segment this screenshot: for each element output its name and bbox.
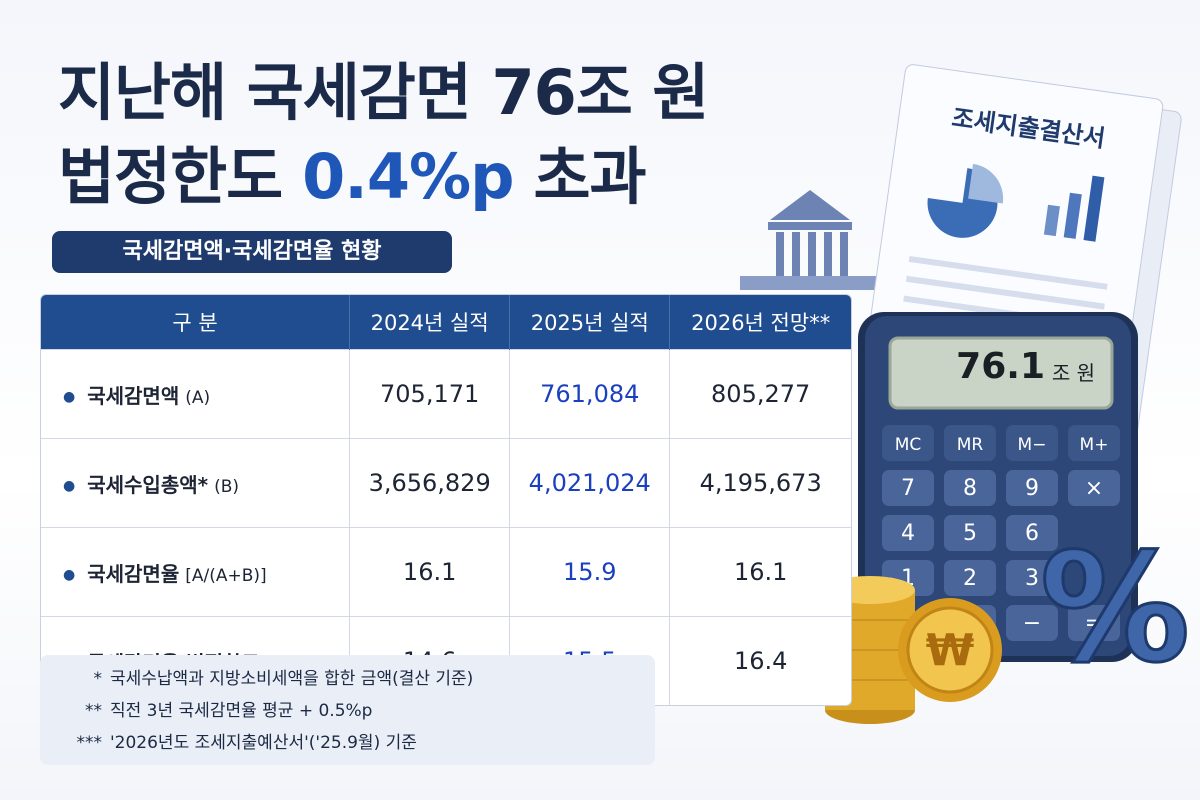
subtitle: 국세감면액·국세감면율 현황 (52, 231, 452, 273)
key (882, 470, 934, 506)
footnote-text: '2026년도 조세지출예산서'('25.9월) 기준 (110, 733, 417, 753)
footnote: * 국세수납액과 지방소비세액을 합한 금액(결산 기준) (40, 663, 655, 695)
cell-value: 4,021,024 (509, 438, 671, 528)
footnote: ** 직전 3년 국세감면율 평균 + 0.5%p (40, 695, 655, 727)
row-label: 국세감면액 (87, 383, 180, 408)
cell-value: 16.1 (349, 527, 511, 617)
column-header: 2024년 실적 (349, 295, 511, 350)
footnote-text: 국세수납액과 지방소비세액을 합한 금액(결산 기준) (110, 669, 474, 689)
key (1068, 605, 1120, 641)
table-row: ● 국세감면율 [A/(A+B)] 16.1 15.9 16.1 (41, 527, 851, 617)
key (1006, 560, 1058, 596)
bullet: ● (63, 478, 76, 494)
key (1006, 605, 1058, 641)
key (1006, 515, 1058, 551)
bullet: ● (63, 389, 76, 405)
table-row: ● 국세수입총액* (B) 3,656,829 4,021,024 4,195,673 (41, 438, 851, 528)
key-label: 4 (901, 521, 915, 546)
display-value: 76.1 (956, 346, 1045, 387)
cell-value: 3,656,829 (349, 438, 511, 528)
row-note: (A) (185, 387, 211, 408)
title-part: 초과 (533, 140, 647, 213)
cell-value: 15.9 (509, 527, 671, 617)
cell-value: 761,084 (509, 349, 671, 439)
key (944, 560, 996, 596)
cell-value: 16.4 (669, 616, 851, 705)
table-row: ● 국세감면액 (A) 705,171 761,084 805,277 (41, 349, 851, 439)
table: 구 분 2024년 실적 2025년 실적 2026년 전망** ● 국세감면액 (A) 7… (40, 294, 852, 706)
footnote-marker: * (93, 669, 103, 689)
key (1006, 425, 1058, 461)
display-unit: 조 원 (1052, 361, 1095, 385)
title-part: 법정한도 (58, 140, 283, 213)
coin-symbol: ₩ (926, 625, 975, 676)
cell-value: 4,195,673 (669, 438, 851, 528)
cell-value: 805,277 (669, 349, 851, 439)
row-note: [A/(A+B)] (185, 565, 267, 586)
key-label: = (1085, 611, 1103, 636)
key (1068, 425, 1120, 461)
table-grid: 구 분 2024년 실적 2025년 실적 2026년 전망** ● 국세감면액 (A) 7… (41, 295, 851, 705)
key-label: 2 (963, 566, 977, 591)
title-highlight: 0.4%p (302, 140, 514, 213)
row-label: 국세수입총액* (87, 472, 209, 497)
column-header: 2025년 실적 (509, 295, 671, 350)
key-label: 8 (963, 476, 977, 501)
key (944, 470, 996, 506)
footnote-marker: *** (76, 733, 103, 753)
table-body: ● 국세감면액 (A) 705,171 761,084 805,277 ● 국세수입총액* (B… (41, 349, 851, 705)
row-note: (B) (214, 476, 240, 497)
title-line: 법정한도 0.4%p 초과 (58, 126, 666, 216)
footnotes: * 국세수납액과 지방소비세액을 합한 금액(결산 기준) ** 직전 3년 국세감면… (40, 655, 655, 765)
footnote-text: 직전 3년 국세감면율 평균 + 0.5%p (110, 701, 373, 721)
key-label: MR (957, 435, 984, 455)
row-label-cell: ● 국세감면율 [A/(A+B)] (41, 527, 351, 617)
key-label: 3 (1025, 566, 1039, 591)
building (740, 190, 890, 290)
table-header: 구 분 2024년 실적 2025년 실적 2026년 전망** (41, 295, 851, 350)
key (944, 515, 996, 551)
column-header: 구 분 (41, 295, 351, 350)
key (1006, 470, 1058, 506)
key-label: MC (895, 435, 922, 455)
key (882, 515, 934, 551)
key-label: 6 (1025, 521, 1039, 546)
key-label: × (1085, 476, 1103, 501)
footnote: *** '2026년도 조세지출예산서'('25.9월) 기준 (40, 727, 655, 759)
row-label: 국세감면율 (87, 561, 180, 586)
cell-value: 16.1 (669, 527, 851, 617)
key (1068, 470, 1120, 506)
key (944, 425, 996, 461)
column-header: 2026년 전망** (669, 295, 851, 350)
key-label: M− (1018, 435, 1047, 455)
footnote-marker: ** (85, 701, 102, 721)
key-label: 9 (1025, 476, 1039, 501)
key-label: 7 (901, 476, 915, 501)
row-label-cell: ● 국세감면액 (A) (41, 349, 351, 439)
title-line: 지난해 국세감면 76조 원 (58, 56, 709, 129)
key-label: 5 (963, 521, 977, 546)
bullet: ● (63, 567, 76, 583)
key (882, 425, 934, 461)
key-label: M+ (1080, 435, 1109, 455)
key-label: − (1023, 611, 1041, 636)
row-label-cell: ● 국세수입총액* (B) (41, 438, 351, 528)
percent-sign: % (1040, 522, 1190, 696)
cell-value: 705,171 (349, 349, 511, 439)
